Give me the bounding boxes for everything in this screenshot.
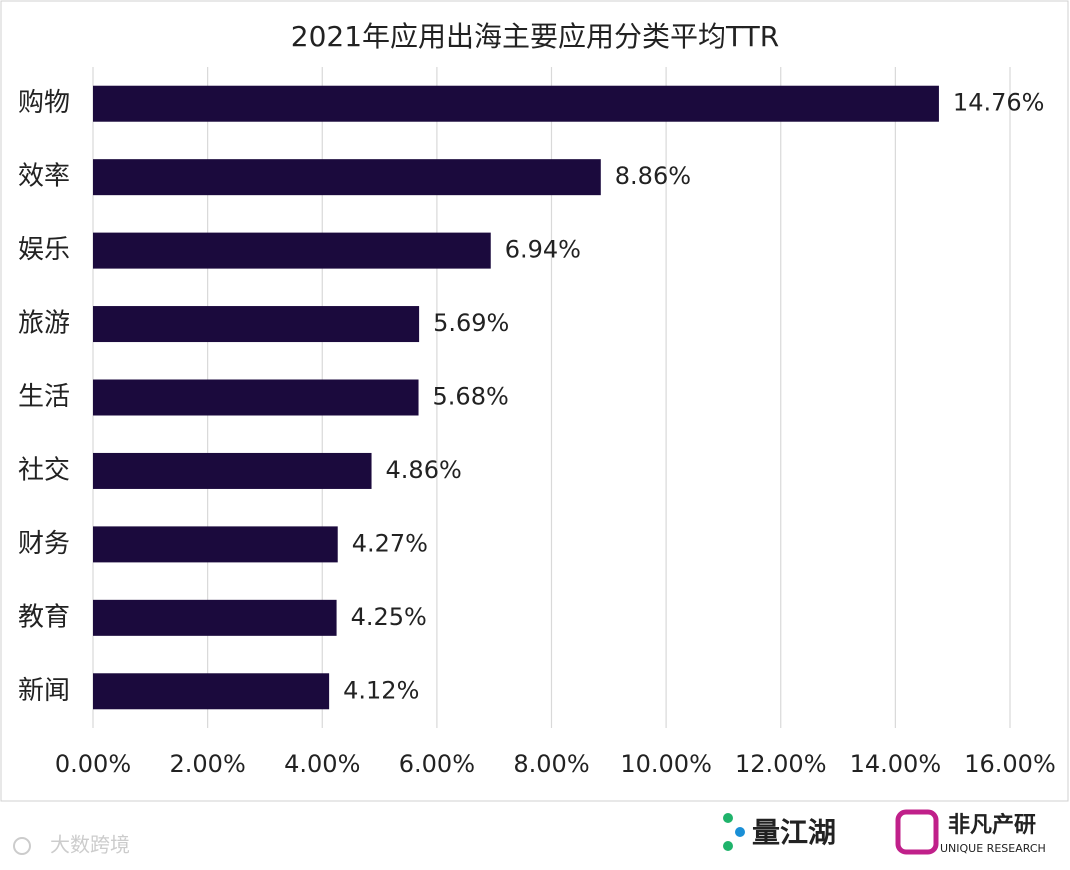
y-tick-label: 旅游 bbox=[18, 309, 70, 339]
value-label: 4.27% bbox=[352, 529, 428, 557]
value-label: 4.86% bbox=[386, 456, 462, 484]
y-tick-label: 娱乐 bbox=[18, 235, 70, 265]
value-label: 5.69% bbox=[433, 309, 509, 337]
bar bbox=[93, 85, 939, 122]
x-tick-label: 14.00% bbox=[850, 750, 942, 778]
bar bbox=[93, 526, 338, 563]
value-label: 4.25% bbox=[351, 603, 427, 631]
x-tick-label: 2.00% bbox=[170, 750, 246, 778]
y-tick-label: 教育 bbox=[18, 602, 70, 632]
value-label: 14.76% bbox=[953, 89, 1045, 117]
y-tick-label: 生活 bbox=[18, 382, 70, 412]
bar bbox=[93, 306, 420, 343]
x-tick-label: 6.00% bbox=[399, 750, 475, 778]
value-label: 4.12% bbox=[343, 676, 419, 704]
bar bbox=[93, 232, 491, 269]
y-tick-label: 财务 bbox=[18, 529, 70, 559]
value-label: 8.86% bbox=[615, 162, 691, 190]
bar bbox=[93, 452, 372, 489]
logo-left: 量江湖 bbox=[723, 813, 836, 851]
bar bbox=[93, 379, 419, 416]
logo-left-text: 量江湖 bbox=[752, 816, 836, 849]
value-label: 5.68% bbox=[433, 383, 509, 411]
logo-right: 非凡产研 UNIQUE RESEARCH bbox=[895, 809, 1046, 855]
x-tick-label: 10.00% bbox=[620, 750, 712, 778]
x-tick-label: 16.00% bbox=[964, 750, 1056, 778]
logo-right-text: 非凡产研 bbox=[948, 813, 1036, 838]
watermark-text: 大数跨境 bbox=[50, 833, 130, 857]
bar bbox=[93, 159, 601, 196]
chart-frame bbox=[0, 0, 1069, 802]
y-tick-label: 购物 bbox=[18, 88, 70, 118]
x-tick-label: 12.00% bbox=[735, 750, 827, 778]
bar bbox=[93, 673, 330, 710]
x-tick-label: 4.00% bbox=[284, 750, 360, 778]
y-tick-label: 社交 bbox=[18, 455, 70, 485]
y-tick-label: 新闻 bbox=[18, 676, 70, 706]
watermark: 大数跨境 bbox=[13, 833, 130, 857]
x-tick-label: 8.00% bbox=[513, 750, 589, 778]
chart-title: 2021年应用出海主要应用分类平均TTR bbox=[291, 20, 779, 53]
y-tick-label: 效率 bbox=[18, 162, 70, 192]
bar bbox=[93, 599, 337, 636]
x-tick-label: 0.00% bbox=[55, 750, 131, 778]
value-label: 6.94% bbox=[505, 236, 581, 264]
logo-right-sub: UNIQUE RESEARCH bbox=[940, 842, 1046, 855]
